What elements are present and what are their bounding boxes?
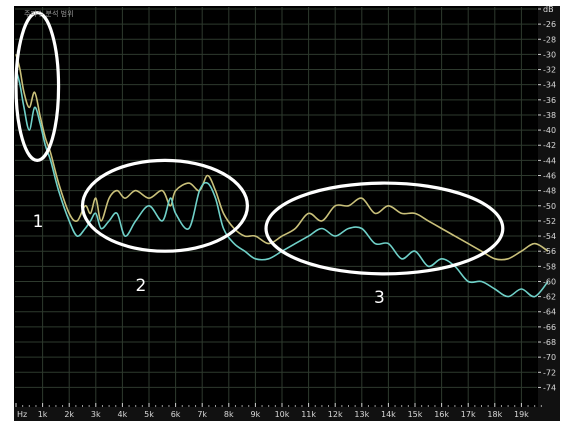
annotation-ellipse-3 <box>264 181 505 276</box>
y-tick-label: -52 <box>543 217 556 226</box>
x-tick-label: 16k <box>434 410 449 419</box>
y-tick-label: -72 <box>543 368 556 377</box>
x-tick-label: 3k <box>91 410 101 419</box>
series-line-1 <box>15 54 549 261</box>
y-tick-label: -58 <box>543 262 556 271</box>
x-tick-label: 11k <box>301 410 316 419</box>
annotation-label-2: 2 <box>136 276 147 296</box>
series-layer <box>15 54 549 298</box>
x-tick-label: 10k <box>275 410 290 419</box>
x-tick-label: 17k <box>461 410 476 419</box>
x-tick-label: 5k <box>144 410 154 419</box>
annotation-label-3: 3 <box>374 288 385 308</box>
y-tick-label: -50 <box>543 202 556 211</box>
x-axis-ticks: Hz 1k 2k 3k 4k 5k 6k 7k 8k 9k 10k 11k 12k 13k 14k 15k 16… <box>15 403 542 419</box>
x-axis-panel <box>14 407 560 421</box>
y-tick-label: -64 <box>543 308 556 317</box>
window-title: 주파수 분석 범위 <box>24 9 74 18</box>
y-tick-label: -36 <box>543 96 556 105</box>
y-tick-label: -54 <box>543 232 556 241</box>
y-tick-label: -26 <box>543 20 556 29</box>
y-tick-label: -60 <box>543 277 556 286</box>
x-tick-label: Hz <box>17 410 27 419</box>
x-tick-label: 12k <box>328 410 343 419</box>
x-tick-label: 4k <box>118 410 128 419</box>
x-tick-label: 2k <box>64 410 74 419</box>
y-tick-label: -42 <box>543 141 556 150</box>
x-tick-label: 14k <box>381 410 396 419</box>
y-tick-label: dB <box>543 5 554 14</box>
annotation-ellipse-1 <box>14 11 61 162</box>
x-tick-label: 15k <box>408 410 423 419</box>
plot-background <box>14 6 538 407</box>
x-tick-label: 18k <box>487 410 502 419</box>
x-tick-label: 7k <box>197 410 207 419</box>
x-tick-label: 19k <box>514 410 529 419</box>
y-axis-panel <box>538 6 560 407</box>
y-tick-label: -28 <box>543 35 556 44</box>
y-tick-label: -40 <box>543 126 556 135</box>
y-tick-label: -48 <box>543 187 556 196</box>
y-tick-label: -66 <box>543 323 556 332</box>
y-tick-label: -30 <box>543 50 556 59</box>
y-tick-label: -62 <box>543 293 556 302</box>
annotation-layer: 1 2 3 <box>14 11 505 308</box>
x-tick-label: 1k <box>38 410 48 419</box>
series-line-2 <box>15 69 549 298</box>
y-tick-label: -46 <box>543 172 556 181</box>
x-tick-label: 6k <box>171 410 181 419</box>
x-tick-label: 8k <box>224 410 234 419</box>
y-axis-ticks: dB -26 -28 -30 -32 -34 -36 -38 -40 -42 -44 -46 -48 -5… <box>538 5 556 392</box>
y-tick-label: -34 <box>543 81 556 90</box>
y-tick-label: -32 <box>543 66 556 75</box>
y-tick-label: -38 <box>543 111 556 120</box>
x-tick-label: 13k <box>354 410 369 419</box>
annotation-ellipse-2 <box>80 158 250 253</box>
y-tick-label: -74 <box>543 383 556 392</box>
x-tick-label: 9k <box>251 410 261 419</box>
y-tick-label: -44 <box>543 156 556 165</box>
annotation-label-1: 1 <box>33 212 44 232</box>
y-tick-label: -68 <box>543 338 556 347</box>
y-tick-label: -70 <box>543 353 556 362</box>
y-tick-label: -56 <box>543 247 556 256</box>
